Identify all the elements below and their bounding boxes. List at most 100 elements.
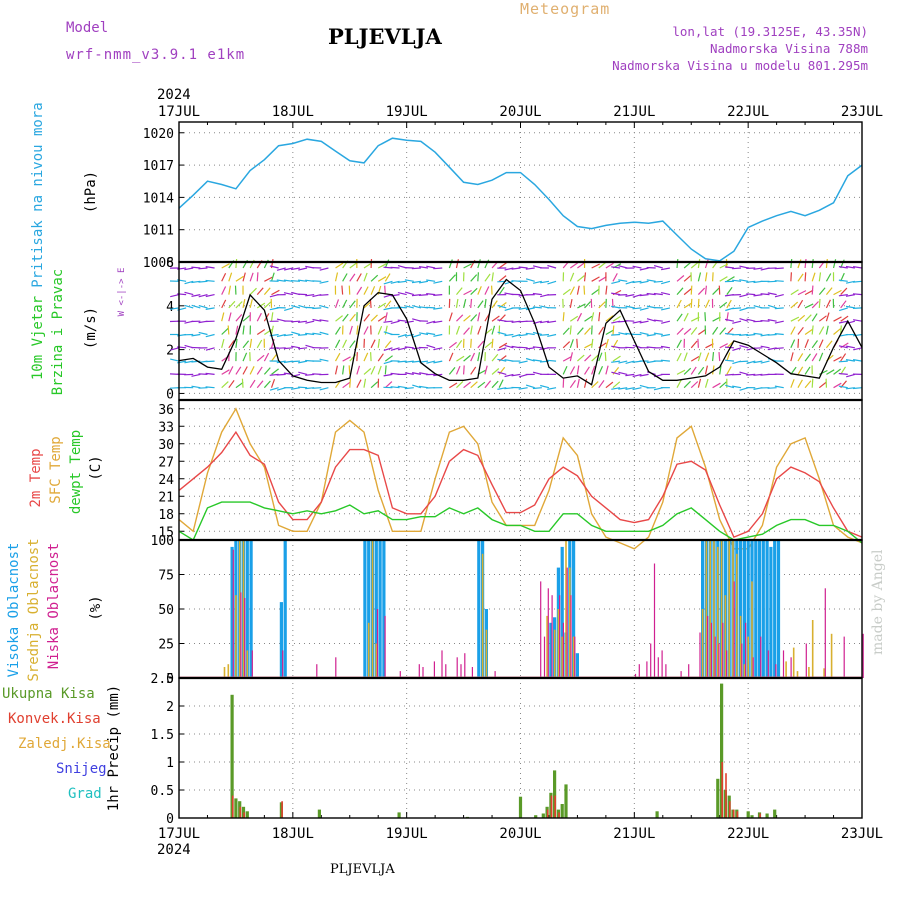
total-precip-bar (234, 798, 238, 818)
precip-legend-1: Konvek.Kisa (8, 711, 101, 727)
total-precip-bar (541, 813, 545, 818)
x-tick-label-top: 17JUL (158, 104, 200, 120)
x-tick-label-bottom: 17JUL (158, 826, 200, 842)
low-cloud-bar (680, 671, 682, 678)
y-tick-label: 30 (158, 438, 174, 453)
temp-unit-label: (C) (88, 455, 104, 480)
low-cloud-axis-label: Niska Oblacnost (46, 543, 62, 669)
footer-station-title: PLJEVLJA (330, 862, 395, 877)
high-cloud-bar (283, 540, 287, 678)
low-cloud-bar (559, 595, 561, 678)
model-altitude-label: Nadmorska Visina u modelu 801.295m (612, 58, 868, 73)
mid-cloud-bar (485, 629, 488, 678)
high-cloud-bar (769, 546, 773, 678)
y-tick-label: 2.5 (151, 672, 174, 687)
total-precip-bar (720, 683, 724, 818)
low-cloud-bar (657, 657, 659, 678)
high-cloud-bar (765, 540, 769, 678)
low-cloud-bar (745, 622, 747, 678)
pressure-unit-label: (hPa) (83, 171, 99, 213)
total-precip-bar (765, 813, 769, 818)
x-tick-label-bottom: 19JUL (386, 826, 428, 842)
precip-axis-label: 1hr Precip (mm) (106, 685, 122, 811)
y-tick-label: 27 (158, 455, 174, 470)
y-tick-label: 1008 (143, 256, 174, 271)
low-cloud-bar (790, 657, 792, 678)
dewpt-axis-label: dewpt Temp (68, 430, 84, 514)
low-cloud-bar (456, 657, 458, 678)
conv-precip-bar (550, 795, 553, 818)
low-cloud-bar (767, 650, 769, 678)
low-cloud-bar (722, 622, 724, 678)
mid-cloud-bar (720, 540, 723, 678)
precip-legend-3: Snijeg (56, 761, 107, 777)
total-precip-bar (716, 778, 720, 818)
high-cloud-bar (279, 602, 283, 678)
low-cloud-bar (422, 667, 424, 678)
low-cloud-bar (733, 581, 735, 678)
mid-cloud-bar (792, 647, 795, 678)
mid-cloud-bar (235, 595, 237, 678)
low-cloud-bar (418, 664, 420, 678)
low-cloud-bar (824, 588, 826, 678)
mid-cloud-bar (546, 615, 548, 678)
y-tick-label: 1017 (143, 159, 174, 174)
high-cloud-bar (249, 540, 253, 678)
low-cloud-bar (760, 636, 762, 678)
y-tick-label: 0 (166, 672, 174, 687)
x-tick-label-top: 21JUL (613, 104, 655, 120)
high-cloud-bar (572, 540, 576, 678)
total-precip-bar (230, 694, 234, 818)
low-cloud-bar (566, 567, 568, 678)
mid-cloud-bar (371, 540, 374, 678)
low-cloud-bar (574, 636, 576, 678)
low-cloud-bar (782, 650, 785, 678)
low-cloud-bar (775, 664, 777, 678)
meteogram-label: Meteogram (520, 0, 611, 18)
mid-cloud-bar (724, 595, 727, 678)
high-cloud-bar (374, 540, 378, 678)
x-tick-label-bottom: 21JUL (613, 826, 655, 842)
low-cloud-bar (862, 633, 864, 678)
low-cloud-bar (445, 664, 447, 678)
mid-cloud-bar (481, 553, 484, 678)
total-precip-bar (245, 811, 249, 818)
mid-cloud-bar (823, 668, 825, 678)
high-cloud-bar (245, 540, 249, 678)
y-tick-label: 0 (166, 812, 174, 827)
temp-2m-line (178, 430, 863, 539)
wind-unit-label: (m/s) (83, 307, 99, 349)
mid-cloud-bar (242, 540, 245, 678)
low-cloud-bar (316, 664, 318, 678)
y-tick-label: 36 (158, 403, 174, 418)
y-tick-label: 75 (158, 569, 174, 584)
mid-cloud-bar (367, 622, 370, 678)
mid-cloud-bar (709, 540, 711, 678)
high-cloud-bar (230, 546, 234, 678)
mid-cloud-bar (743, 664, 746, 678)
y-tick-label: 1 (166, 756, 174, 771)
mid-cloud-bar (223, 667, 226, 678)
x-tick-label-top: 18JUL (272, 104, 314, 120)
mid-cloud-bar (238, 540, 241, 678)
mid-cloud-bar (830, 633, 833, 678)
x-tick-label-bottom: 23JUL (841, 826, 883, 842)
low-cloud-bar (494, 671, 496, 678)
low-cloud-bar (699, 632, 701, 678)
mid-cloud-bar (561, 636, 563, 678)
wind-speed-line (178, 278, 863, 386)
mid-cloud-bar (565, 540, 567, 678)
mid-cloud-bar (246, 650, 249, 678)
pressure-axis-label: Pritisak na nivou mora (30, 102, 46, 287)
total-precip-bar (746, 811, 750, 818)
year-label-bottom: 2024 (157, 842, 191, 858)
low-cloud-bar (399, 671, 401, 678)
y-tick-label: 15 (158, 525, 174, 540)
station-title: PLJEVLJA (328, 24, 442, 49)
high-cloud-bar (773, 540, 777, 678)
temp2m-axis-label: 2m Temp (28, 448, 44, 507)
mid-cloud-bar (227, 664, 230, 678)
x-tick-label-top: 23JUL (841, 104, 883, 120)
low-cloud-bar (460, 664, 462, 678)
mid-cloud-bar (701, 609, 704, 678)
